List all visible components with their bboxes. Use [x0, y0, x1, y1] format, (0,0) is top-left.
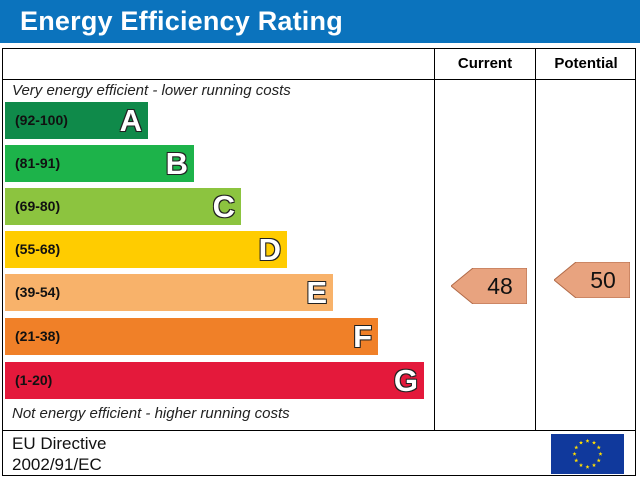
footer-divider [2, 430, 636, 431]
eu-star [596, 445, 601, 450]
eu-star [578, 440, 584, 445]
band-letter: B [165, 146, 188, 181]
band-range: (21-38) [15, 328, 61, 344]
column-divider-potential [535, 48, 536, 431]
inefficient-note: Not energy efficient - higher running co… [12, 405, 290, 422]
efficient-note: Very energy efficient - lower running co… [12, 82, 291, 99]
band-letter: C [212, 189, 235, 224]
band-range: (55-68) [15, 241, 61, 257]
eu-flag-icon [551, 434, 624, 474]
eu-star [585, 438, 590, 443]
current-rating-arrow: 48 [451, 268, 527, 304]
eu-star [596, 458, 601, 463]
band-b: (81-91) B [5, 145, 194, 182]
band-a: (92-100) A [5, 102, 148, 139]
band-f: (21-38) F [5, 318, 378, 355]
band-letter: A [119, 103, 142, 138]
current-column-header: Current [457, 55, 513, 72]
potential-arrow-shape [554, 262, 630, 298]
band-letter: D [258, 232, 281, 267]
potential-column-header: Potential [554, 55, 618, 72]
band-range: (81-91) [15, 155, 61, 171]
eu-star [591, 440, 597, 445]
band-e: (39-54) E [5, 274, 333, 311]
eu-star [578, 463, 584, 468]
eu-star [574, 458, 579, 463]
current-arrow-shape [451, 268, 527, 304]
page-title: Energy Efficiency Rating [20, 6, 343, 36]
eu-star [591, 463, 597, 468]
column-divider-current [434, 48, 435, 431]
header-bar: Energy Efficiency Rating [0, 0, 640, 43]
band-letter: F [353, 319, 372, 354]
eu-star [585, 464, 590, 469]
eu-star [572, 451, 577, 456]
band-g: (1-20) G [5, 362, 424, 399]
eu-stars [572, 438, 603, 469]
current-rating-value: 48 [487, 273, 513, 299]
band-letter: G [393, 363, 418, 398]
band-range: (92-100) [15, 112, 68, 128]
band-range: (69-80) [15, 198, 61, 214]
band-d: (55-68) D [5, 231, 287, 268]
rating-frame [2, 48, 636, 476]
band-range: (1-20) [15, 372, 53, 388]
directive-label: EU Directive [12, 434, 107, 453]
potential-rating-arrow: 50 [554, 262, 630, 298]
directive-number: 2002/91/EC [12, 455, 102, 474]
potential-rating-value: 50 [590, 267, 616, 293]
band-range: (39-54) [15, 284, 61, 300]
band-c: (69-80) C [5, 188, 241, 225]
band-letter: E [306, 275, 327, 310]
eu-star [574, 445, 579, 450]
eu-star [598, 451, 603, 456]
header-row-divider [2, 79, 636, 80]
